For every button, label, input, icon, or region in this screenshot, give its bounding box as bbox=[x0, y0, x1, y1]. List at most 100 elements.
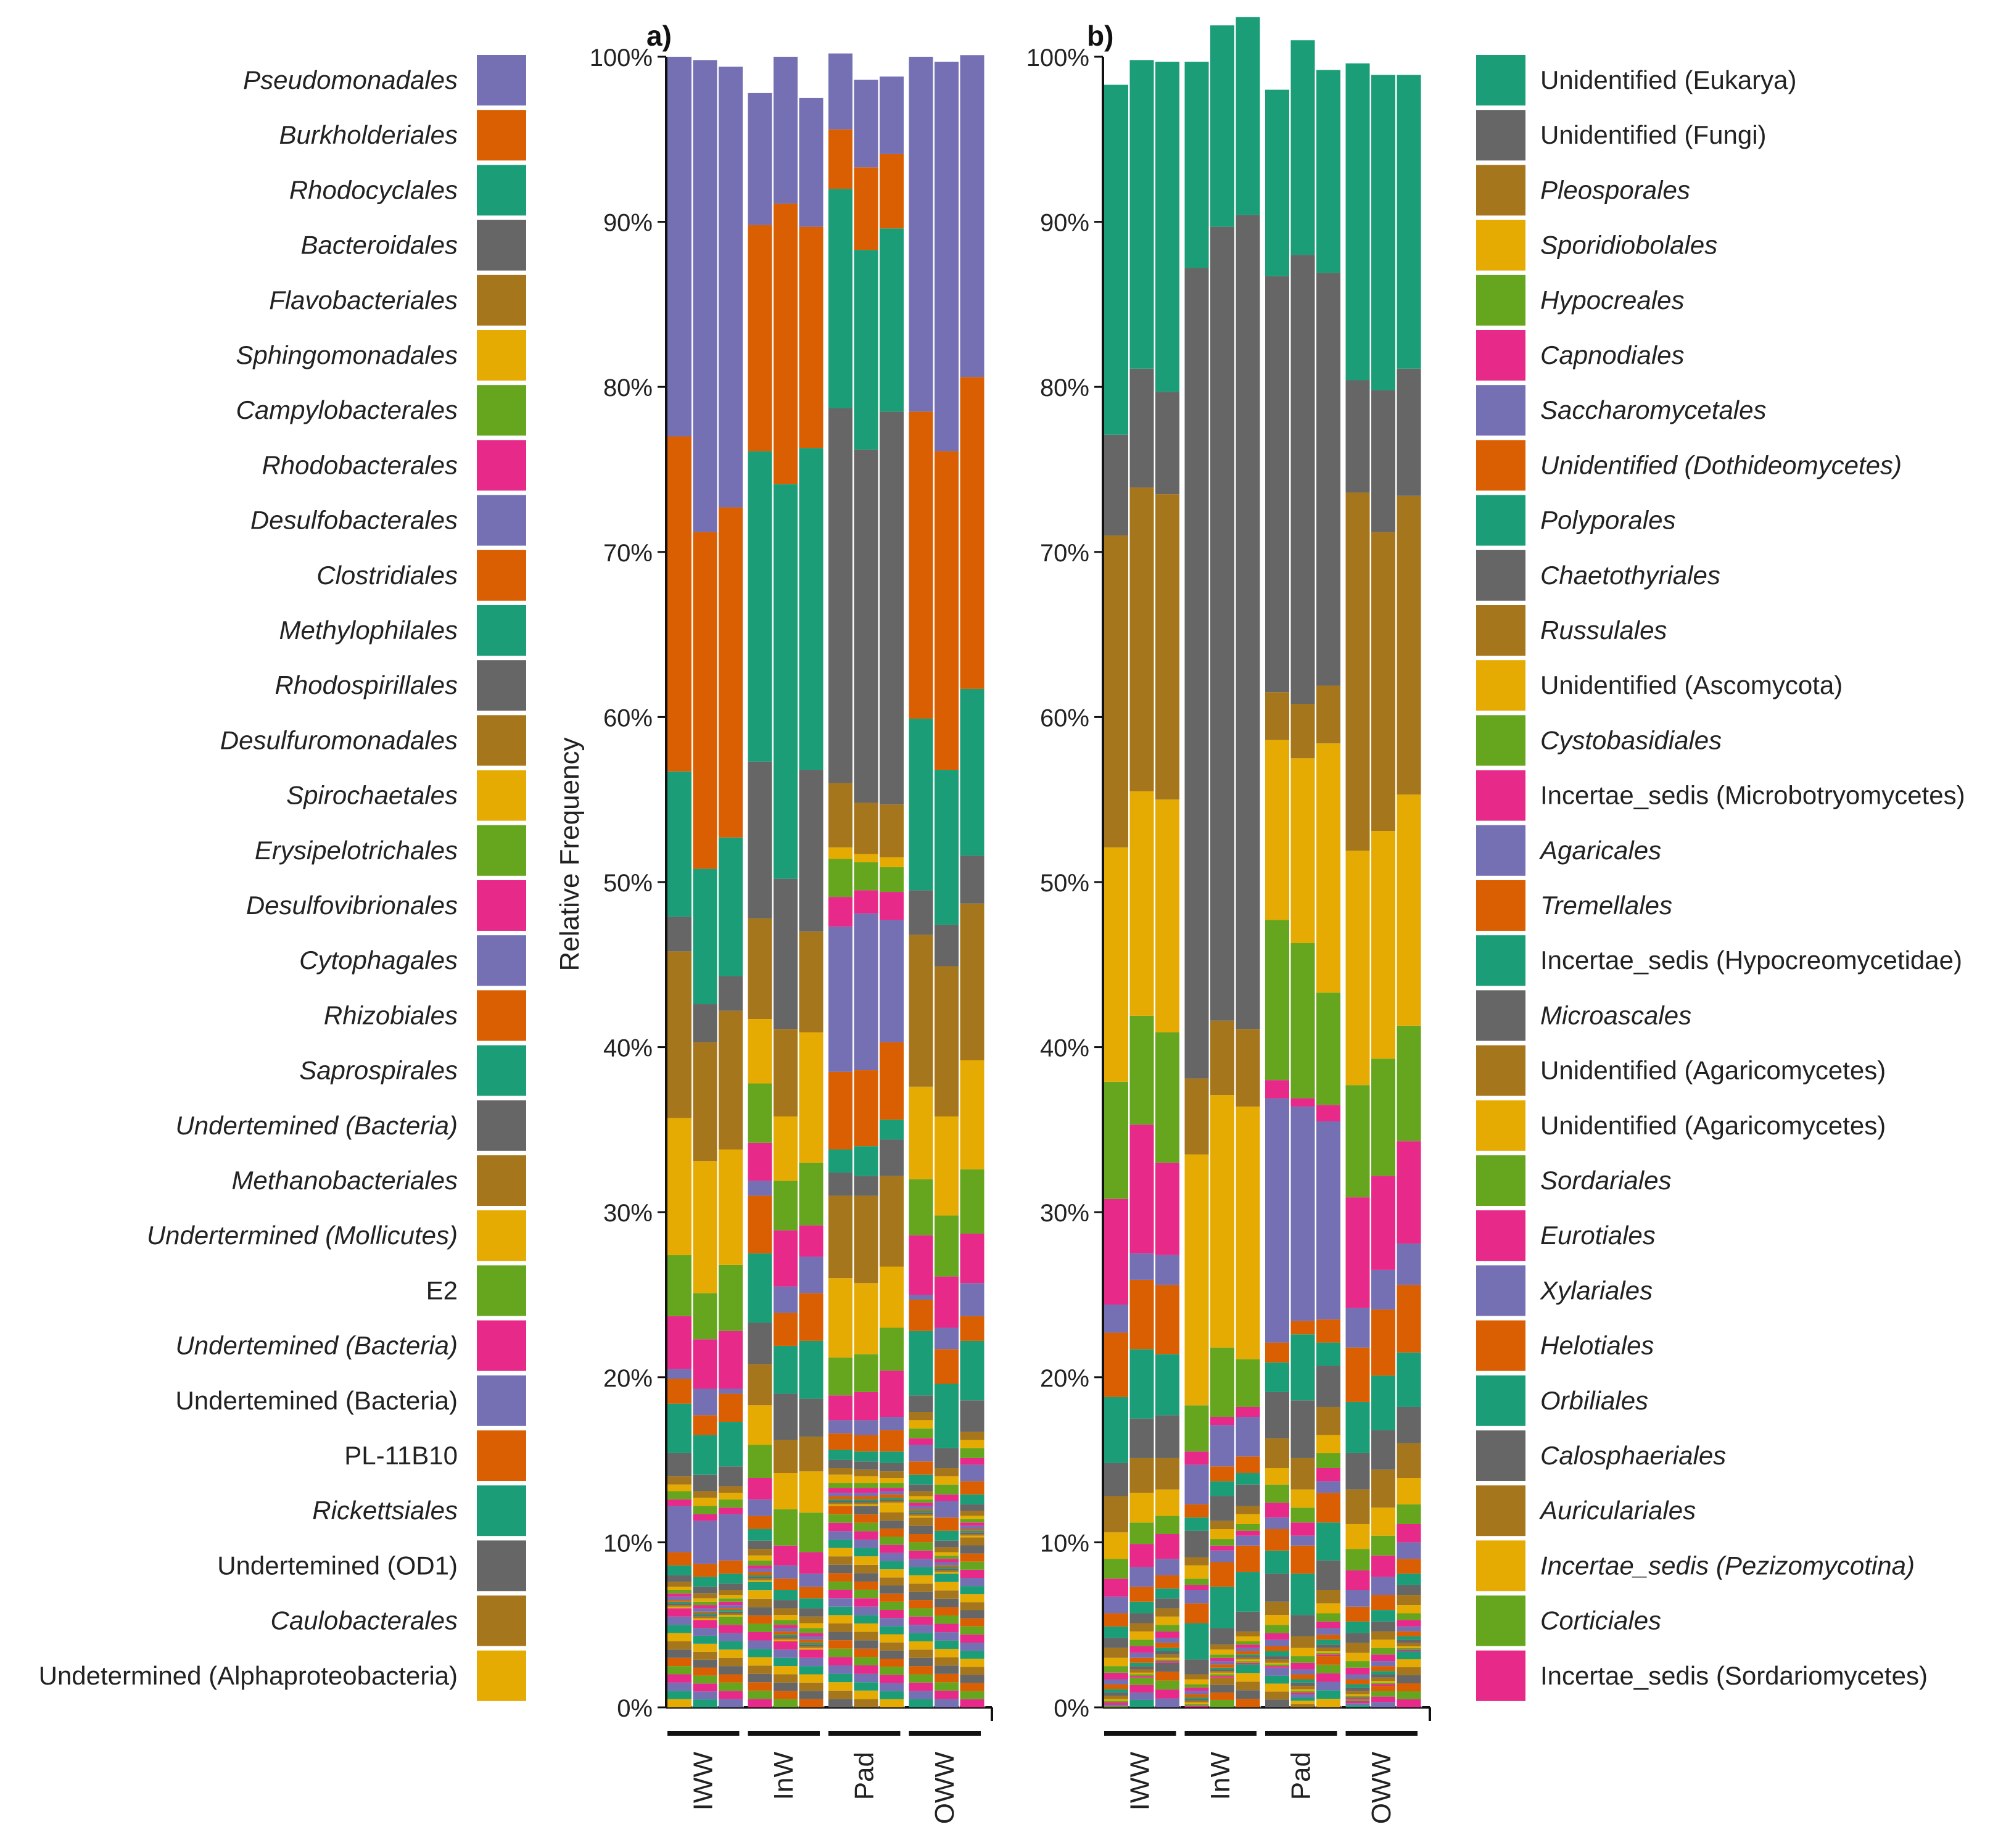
bar-segment-other bbox=[909, 1674, 933, 1683]
bars-a bbox=[667, 53, 986, 1707]
bar-segment-pl-11b10 bbox=[828, 1496, 852, 1499]
bar-segment-other bbox=[909, 1682, 933, 1691]
bar-segment-methanobacteriales bbox=[960, 1511, 984, 1516]
bar-segment-caulobacterales bbox=[960, 1534, 984, 1536]
bar-segment-other bbox=[828, 1690, 852, 1699]
bar-segment-unidentified-agaricomycetes bbox=[1316, 1590, 1340, 1604]
bar-segment-cytophagales bbox=[799, 1574, 823, 1587]
bar-segment-other bbox=[719, 1682, 743, 1691]
bar-segment-pl-11b10 bbox=[799, 1640, 823, 1643]
bar-segment-e2 bbox=[880, 1483, 904, 1488]
bar-segment-calosphaeriales bbox=[1345, 1687, 1370, 1691]
bar-segment-rhodospirillales bbox=[960, 1400, 984, 1432]
bar-segment-eurotiales bbox=[1371, 1654, 1395, 1662]
bar-segment-other bbox=[1155, 1672, 1179, 1681]
bar-segment-incertae-sedis-pezizomycotina bbox=[1129, 1672, 1154, 1675]
group-label-iww: IWW bbox=[688, 1752, 718, 1811]
bar-segment-undertemined-bacteria bbox=[960, 1522, 984, 1526]
bar-segment-xylariales bbox=[1129, 1652, 1154, 1658]
bar-segment-other bbox=[667, 1616, 691, 1625]
bar-segment-flavobacteriales bbox=[960, 903, 984, 1061]
bar-segment-auriculariales bbox=[1236, 1657, 1260, 1660]
bar-segment-spirochaetales bbox=[774, 1473, 798, 1509]
bar-segment-other bbox=[693, 1651, 717, 1660]
group-label-iww: IWW bbox=[1125, 1752, 1155, 1811]
bar-segment-cytophagales bbox=[960, 1464, 984, 1482]
bar-segment-rhodocyclales bbox=[880, 228, 904, 412]
bar-segment-other bbox=[748, 1623, 772, 1632]
bar-segment-desulfovibrionales bbox=[799, 1552, 823, 1574]
bar-segment-xylariales bbox=[1397, 1626, 1421, 1631]
bar-segment-other bbox=[828, 1657, 852, 1665]
bar-segment-other bbox=[880, 1699, 904, 1707]
bar-segment-flavobacteriales bbox=[799, 931, 823, 1033]
bar-segment-campylobacterales bbox=[693, 1293, 717, 1340]
bar-segment-incertae-sedis-pezizomycotina bbox=[1345, 1694, 1370, 1696]
bar-segment-undertemined-bacteria bbox=[693, 1608, 717, 1612]
bar-segment-other bbox=[667, 1633, 691, 1641]
bar-segment-other bbox=[1316, 1681, 1340, 1691]
bar-segment-rhodobacterales bbox=[667, 1316, 691, 1369]
bar-segment-incertae-sedis-sordariomycetes bbox=[1265, 1666, 1289, 1668]
bar-segment-burkholderiales bbox=[828, 129, 852, 189]
bar-segment-methylophilales bbox=[854, 1146, 878, 1176]
bar-segment-caulobacterales bbox=[880, 1501, 904, 1503]
bar-segment-other bbox=[774, 1641, 798, 1650]
bar-segment-helotiales bbox=[1155, 1643, 1179, 1648]
bar-segment-e2 bbox=[960, 1519, 984, 1523]
bar-segment-other bbox=[828, 1631, 852, 1641]
bar-segment-rhodocyclales bbox=[748, 451, 772, 762]
bar-segment-pseudomonadales bbox=[909, 57, 933, 412]
bar-segment-spirochaetales bbox=[693, 1498, 717, 1506]
bar-segment-other bbox=[693, 1683, 717, 1692]
bar-segment-unidentified-agaricomycetes bbox=[1290, 1648, 1315, 1657]
bar-segment-other bbox=[960, 1594, 984, 1603]
bar-segment-unidentified-agaricomycetes bbox=[1104, 1648, 1128, 1658]
bar-segment-incertae-sedis-sordariomycetes bbox=[1210, 1676, 1234, 1678]
bar-oww-3 bbox=[960, 55, 986, 1707]
bar-segment-undetermined-alphaproteobacteria bbox=[880, 1503, 904, 1504]
bar-segment-chaetothyriales bbox=[1316, 1366, 1340, 1407]
bar-segment-helotiales bbox=[1236, 1651, 1260, 1655]
bar-segment-unidentified-ascomycota bbox=[1236, 1514, 1260, 1524]
bar-segment-other bbox=[880, 1528, 904, 1537]
bar-segment-undertermined-mollicutes bbox=[748, 1555, 772, 1561]
bar-segment-tremellales bbox=[1371, 1595, 1395, 1611]
bar-segment-saccharomycetales bbox=[1265, 1098, 1289, 1343]
bar-segment-saprospirales bbox=[667, 1565, 691, 1575]
bar-segment-sphingomonadales bbox=[909, 1086, 933, 1179]
bar-segment-other bbox=[719, 1699, 743, 1707]
bar-segment-other bbox=[828, 1531, 852, 1540]
bar-segment-unidentified-dothideomycetes bbox=[1371, 1310, 1395, 1376]
bar-segment-campylobacterales bbox=[960, 1169, 984, 1234]
bar-segment-desulfobacterales bbox=[667, 1369, 691, 1379]
bar-segment-orbiliales bbox=[1236, 1654, 1260, 1657]
bar-segment-campylobacterales bbox=[828, 859, 852, 897]
legend-swatch-corticiales bbox=[1476, 1595, 1525, 1646]
bar-segment-sordariales bbox=[1236, 1641, 1260, 1645]
group-label-oww: OWW bbox=[1366, 1752, 1397, 1825]
bar-segment-rhodocyclales bbox=[774, 484, 798, 879]
bar-segment-unidentified-agaricomycetes bbox=[1371, 1631, 1395, 1640]
legend-swatch-eurotiales bbox=[1476, 1210, 1525, 1261]
bar-pad-3 bbox=[880, 57, 905, 1707]
bar-segment-sporidiobolales bbox=[1210, 1095, 1234, 1348]
bar-segment-desulfuromonadales bbox=[960, 1432, 984, 1440]
bar-segment-pseudomonadales bbox=[719, 67, 743, 508]
bar-segment-incertae-sedis-microbotryomycetes bbox=[1104, 1578, 1128, 1597]
bar-segment-other bbox=[1371, 1702, 1395, 1707]
bar-segment-russulales bbox=[1236, 1506, 1260, 1514]
bar-segment-other bbox=[960, 1618, 984, 1627]
bar-segment-calosphaeriales bbox=[1371, 1674, 1395, 1678]
bar-segment-pl-11b10 bbox=[935, 1565, 959, 1567]
bar-segment-corticiales bbox=[1265, 1664, 1289, 1667]
bar-segment-pl-11b10 bbox=[693, 1611, 717, 1614]
legend-swatch-pleosporales bbox=[1476, 165, 1525, 216]
bar-segment-other bbox=[854, 1657, 878, 1665]
bars-b bbox=[1104, 17, 1422, 1707]
group-label-inw: InW bbox=[1205, 1752, 1236, 1801]
bar-segment-other bbox=[1155, 1689, 1179, 1699]
bar-segment-other bbox=[1129, 1692, 1154, 1700]
y-tick-label: 0% bbox=[617, 1695, 653, 1722]
bar-segment-clostridiales bbox=[960, 1316, 984, 1341]
